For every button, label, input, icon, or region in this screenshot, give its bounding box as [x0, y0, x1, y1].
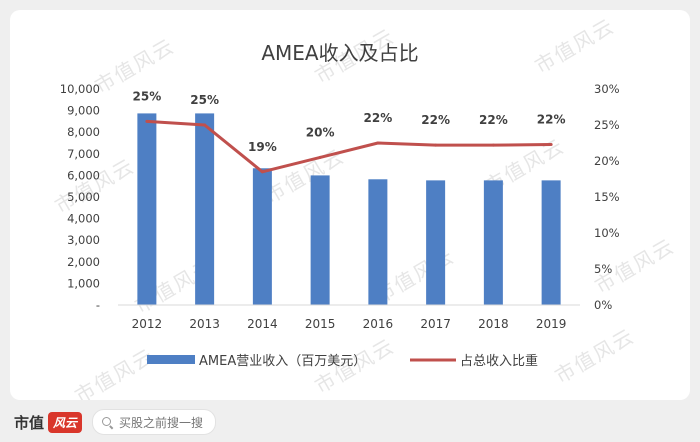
y-right-tick-label: 25% [594, 118, 620, 132]
brand-logo: 风云 [48, 411, 83, 433]
y-right-tick-label: 20% [594, 154, 620, 168]
line-share-of-revenue [146, 119, 552, 174]
data-label-2015: 20% [306, 125, 335, 139]
line-point-2014 [260, 170, 264, 174]
y-left-tick-label: 1,000 [67, 276, 100, 290]
legend-swatch-bar [147, 355, 195, 364]
data-label-2019: 22% [537, 112, 566, 126]
x-tick-label: 2016 [363, 317, 394, 331]
chart-card: 市值风云 市值风云 市值风云 市值风云 市值风云 市值风云 市值风云 市值风云 市值风云 市值风云… [10, 10, 690, 400]
y-right-tick-label: 0% [594, 298, 612, 312]
bar-2012 [137, 113, 157, 306]
x-tick-label: 2019 [536, 317, 567, 331]
bar-2018 [483, 180, 503, 305]
chart-title: AMEA收入及占比 [261, 41, 418, 65]
y-left-tick-label: - [96, 298, 100, 312]
y-left-tick-label: 4,000 [67, 212, 100, 226]
y-left-tick-label: 3,000 [67, 233, 100, 247]
search-placeholder: 买股之前搜一搜 [119, 415, 204, 430]
x-tick-label: 2018 [478, 317, 509, 331]
bar-2016 [368, 179, 388, 305]
x-tick-label: 2017 [420, 317, 451, 331]
y-left-tick-label: 6,000 [67, 168, 100, 182]
legend: AMEA营业收入（百万美元） 占总收入比重 [147, 353, 538, 369]
y-left-tick-label: 10,000 [60, 82, 100, 96]
data-label-2018: 22% [479, 113, 508, 127]
bar-2015 [310, 175, 330, 305]
x-tick-label: 2013 [189, 317, 220, 331]
bar-2017 [426, 180, 446, 305]
search-icon [102, 416, 113, 428]
y-right-tick-label: 5% [594, 262, 612, 276]
bar-2014 [252, 168, 272, 305]
data-label-2017: 22% [421, 113, 450, 127]
y-right-tick-label: 10% [594, 226, 620, 240]
search-box[interactable]: 买股之前搜一搜 [92, 409, 217, 435]
y-left-tick-label: 2,000 [67, 255, 100, 269]
data-label-2014: 19% [248, 140, 277, 154]
brand-name: 市值 [14, 413, 45, 432]
legend-label-bar: AMEA营业收入（百万美元） [199, 354, 366, 369]
line-point-2017 [434, 143, 438, 147]
y-left-tick-label: 7,000 [67, 147, 100, 161]
data-label-2016: 22% [364, 111, 393, 125]
line-point-2019 [549, 142, 553, 146]
y-left-tick-label: 8,000 [67, 125, 100, 139]
bar-2019 [541, 180, 561, 305]
y-left-tick-label: 5,000 [67, 190, 100, 204]
data-label-2013: 25% [190, 93, 219, 107]
line-point-2012 [145, 119, 149, 123]
line-point-2018 [491, 143, 495, 147]
x-tick-label: 2014 [247, 317, 278, 331]
legend-label-line: 占总收入比重 [460, 353, 538, 369]
line-point-2015 [318, 155, 322, 159]
x-tick-label: 2015 [305, 317, 336, 331]
line-point-2013 [203, 123, 207, 127]
y-right-tick-label: 15% [594, 190, 620, 204]
y-right-tick-label: 30% [594, 82, 620, 96]
y-left-tick-label: 9,000 [67, 104, 100, 118]
bar-2013 [195, 113, 215, 306]
footer-bar: 市值 风云 买股之前搜一搜 [0, 402, 700, 442]
line-point-2016 [376, 141, 380, 145]
x-tick-label: 2012 [132, 317, 163, 331]
data-label-2012: 25% [133, 89, 162, 103]
chart: AMEA收入及占比 - 1,000 2,000 3,000 4,000 5,000 6,00… [60, 41, 620, 369]
